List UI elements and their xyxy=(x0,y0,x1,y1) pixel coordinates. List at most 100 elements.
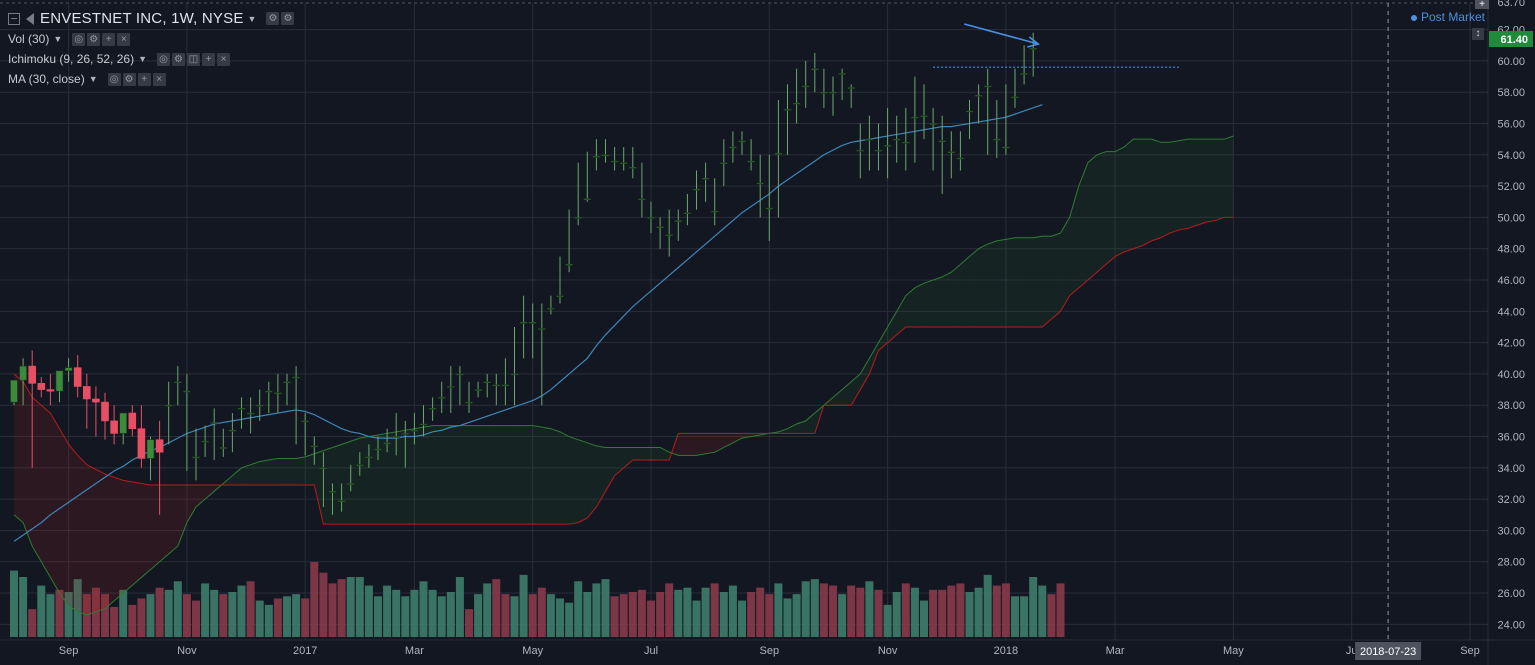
cloud-segment xyxy=(287,458,297,486)
volume-bar xyxy=(847,585,856,637)
volume-bar xyxy=(355,577,364,637)
title-buttons: ⚙ ⚙ xyxy=(264,12,295,25)
volume-bar xyxy=(601,579,610,637)
volume-bar xyxy=(1020,596,1029,637)
cloud-segment xyxy=(1033,236,1043,327)
source-icon[interactable]: ◫ xyxy=(187,52,200,66)
candle-body xyxy=(756,182,765,185)
volume-bar xyxy=(73,579,82,637)
candle-body xyxy=(683,212,692,215)
price-tick-label: 30.00 xyxy=(1497,525,1525,537)
candle-body xyxy=(92,398,100,403)
volume-bar xyxy=(565,602,574,637)
cloud-segment xyxy=(14,373,24,523)
time-tick-label: May xyxy=(522,645,543,657)
volume-bar xyxy=(938,589,947,637)
close-icon[interactable]: × xyxy=(117,32,131,46)
price-tick-label: 58.00 xyxy=(1497,87,1525,99)
cloud-segment xyxy=(996,239,1006,327)
candle-body xyxy=(46,389,55,392)
cloud-segment xyxy=(1169,140,1179,234)
settings-icon[interactable]: ⚙ xyxy=(172,52,185,66)
price-tick-label: 56.00 xyxy=(1497,119,1525,131)
cloud-segment xyxy=(742,433,752,439)
cloud-segment xyxy=(268,458,278,486)
cloud-segment xyxy=(787,424,797,434)
volume-bar xyxy=(374,596,382,637)
time-tick-label: 2017 xyxy=(293,645,317,657)
chevron-down-icon[interactable]: ▼ xyxy=(88,74,98,84)
volume-bar xyxy=(237,585,246,637)
candle-body xyxy=(729,146,737,149)
close-icon[interactable]: × xyxy=(152,72,166,86)
price-tick-label: 46.00 xyxy=(1497,275,1525,287)
cloud-segment xyxy=(441,425,451,525)
volume-bar xyxy=(437,596,446,637)
symbol-title[interactable]: ENVESTNET INC, 1W, NYSE xyxy=(40,10,244,27)
volume-bar xyxy=(910,587,919,637)
cloud-segment xyxy=(132,481,142,586)
close-icon[interactable]: × xyxy=(217,52,230,66)
eye-icon[interactable]: ◎ xyxy=(157,52,170,66)
candle-body xyxy=(719,162,728,164)
indicator-ichimoku-buttons: ◎ ⚙ ◫ + × xyxy=(155,52,230,66)
chevron-down-icon[interactable]: ▼ xyxy=(247,13,257,24)
candle-body xyxy=(874,149,883,152)
price-tick-label: 28.00 xyxy=(1497,557,1525,569)
indicator-ma-label[interactable]: MA (30, close) xyxy=(8,72,85,86)
flag-icon[interactable] xyxy=(26,12,34,25)
candle-body xyxy=(492,384,501,387)
volume-bar xyxy=(446,592,455,637)
time-tick-label: Nov xyxy=(177,645,197,657)
volume-bar xyxy=(1047,594,1056,637)
indicator-ichimoku-label[interactable]: Ichimoku (9, 26, 52, 26) xyxy=(8,52,135,66)
price-axis[interactable]: 24.00 26.00 28.00 30.00 32.00 34.00 36.00 38.00… xyxy=(1489,0,1533,631)
candle-body xyxy=(592,156,601,158)
price-tick-label: 24.00 xyxy=(1497,619,1525,631)
time-tick-label: Mar xyxy=(1106,645,1125,657)
add-price-icon[interactable]: + xyxy=(1475,0,1489,10)
eye-icon[interactable]: ◎ xyxy=(107,72,121,86)
volume-bar xyxy=(64,592,73,637)
volume-bar xyxy=(46,594,55,637)
cloud-segment xyxy=(414,427,424,525)
cloud-segment xyxy=(687,433,697,456)
cloud-segment xyxy=(1142,139,1152,246)
cloud-segment xyxy=(587,442,597,518)
volume-bar xyxy=(738,600,746,637)
candle-body xyxy=(692,188,701,191)
cloud-segment xyxy=(50,413,60,594)
volume-bar xyxy=(419,581,428,637)
candles xyxy=(10,32,1037,515)
eye-icon[interactable]: ◎ xyxy=(72,32,86,46)
settings-icon[interactable]: ⚙ xyxy=(266,12,280,25)
candle-body xyxy=(1002,146,1010,149)
candle-body xyxy=(474,389,482,391)
cloud-segment xyxy=(614,447,624,476)
volume-bar xyxy=(1029,577,1038,637)
volume-bar xyxy=(301,598,310,637)
settings-icon[interactable]: ⚙ xyxy=(87,32,101,46)
candle-body xyxy=(410,429,419,432)
collapse-icon[interactable] xyxy=(8,12,20,25)
settings-icon[interactable]: ⚙ xyxy=(122,72,136,86)
scale-adjust-icon[interactable]: ↕ xyxy=(1472,28,1484,40)
candle-body xyxy=(674,220,683,222)
volume-bar xyxy=(883,604,892,637)
volume-bar xyxy=(137,598,146,637)
add-icon[interactable]: + xyxy=(202,52,215,66)
chevron-down-icon[interactable]: ▼ xyxy=(53,34,63,44)
indicator-vol-label[interactable]: Vol (30) xyxy=(8,32,50,46)
volume-bar xyxy=(537,587,546,637)
time-axis[interactable]: Sep Nov 2017 Mar May Jul Sep Nov 2018 Mar May Ju Sep… xyxy=(59,642,1535,660)
add-icon[interactable]: + xyxy=(102,32,116,46)
candle-body xyxy=(911,116,919,119)
gear-icon[interactable]: ⚙ xyxy=(281,12,295,25)
volume-bar xyxy=(747,592,756,637)
chevron-down-icon[interactable]: ▼ xyxy=(138,54,147,64)
add-icon[interactable]: + xyxy=(137,72,151,86)
cloud-segment xyxy=(1005,237,1015,327)
cloud-segment xyxy=(159,485,169,562)
cloud-segment xyxy=(378,433,388,525)
